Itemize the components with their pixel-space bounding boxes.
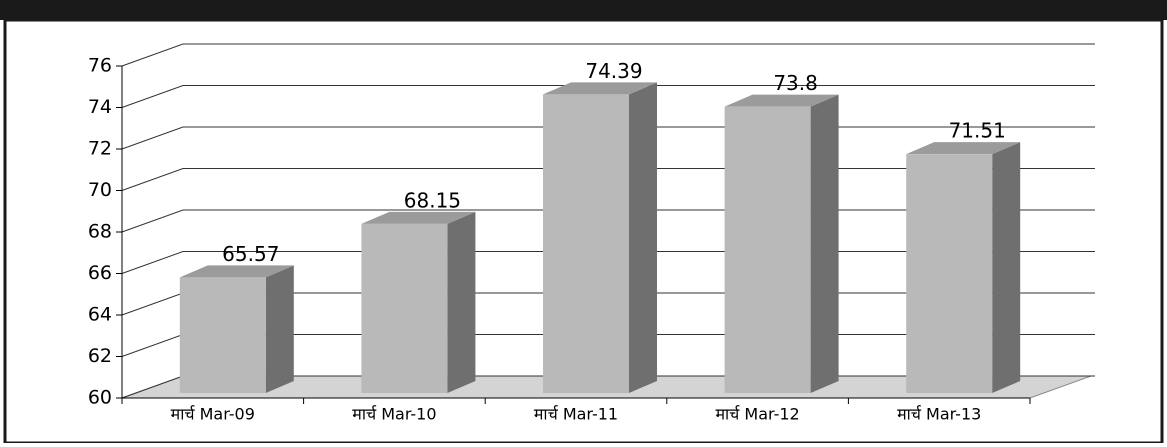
grid-line <box>121 43 1095 67</box>
bar-top <box>179 265 294 278</box>
y-tick-label: 76 <box>88 55 112 77</box>
y-tick-label: 60 <box>88 387 112 409</box>
bar <box>724 106 811 394</box>
x-tick-label: मार्च Mar-10 <box>352 405 436 424</box>
value-label: 73.8 <box>773 71 818 95</box>
x-tick-label: मार्च Mar-11 <box>534 405 618 424</box>
bar <box>906 154 993 393</box>
value-label: 71.51 <box>949 119 1006 143</box>
bar-top <box>543 82 657 95</box>
bar-top <box>906 142 1021 155</box>
x-tick-label: मार्च Mar-09 <box>171 405 255 424</box>
bar-side <box>992 142 1021 393</box>
y-tick-label: 64 <box>88 304 112 326</box>
bar-side <box>810 94 839 394</box>
y-tick-label: 70 <box>88 179 112 201</box>
bar <box>361 223 448 393</box>
value-label: 68.15 <box>404 188 461 212</box>
y-tick-label: 66 <box>88 262 112 284</box>
y-tick-label: 62 <box>88 345 112 367</box>
value-label: 65.57 <box>222 242 279 266</box>
x-tick-label: मार्च Mar-13 <box>897 405 981 424</box>
bar-top <box>361 211 476 224</box>
y-tick-label: 72 <box>88 138 112 160</box>
bar-side <box>447 211 476 393</box>
value-label: 74.39 <box>585 59 642 83</box>
y-tick-label: 74 <box>88 96 112 118</box>
x-tick-label: मार्च Mar-12 <box>715 405 799 424</box>
grid-line <box>121 85 1095 108</box>
bar <box>543 94 629 393</box>
header-band <box>0 0 1167 20</box>
bar-side <box>629 82 657 393</box>
bar-top <box>724 94 839 107</box>
plot: 60 62 64 66 68 70 72 74 76 मार्च Mar-09 65.57 मार्च… <box>88 43 1095 424</box>
y-tick-label: 68 <box>88 221 112 243</box>
bar <box>179 277 266 393</box>
bar-side <box>265 265 294 393</box>
